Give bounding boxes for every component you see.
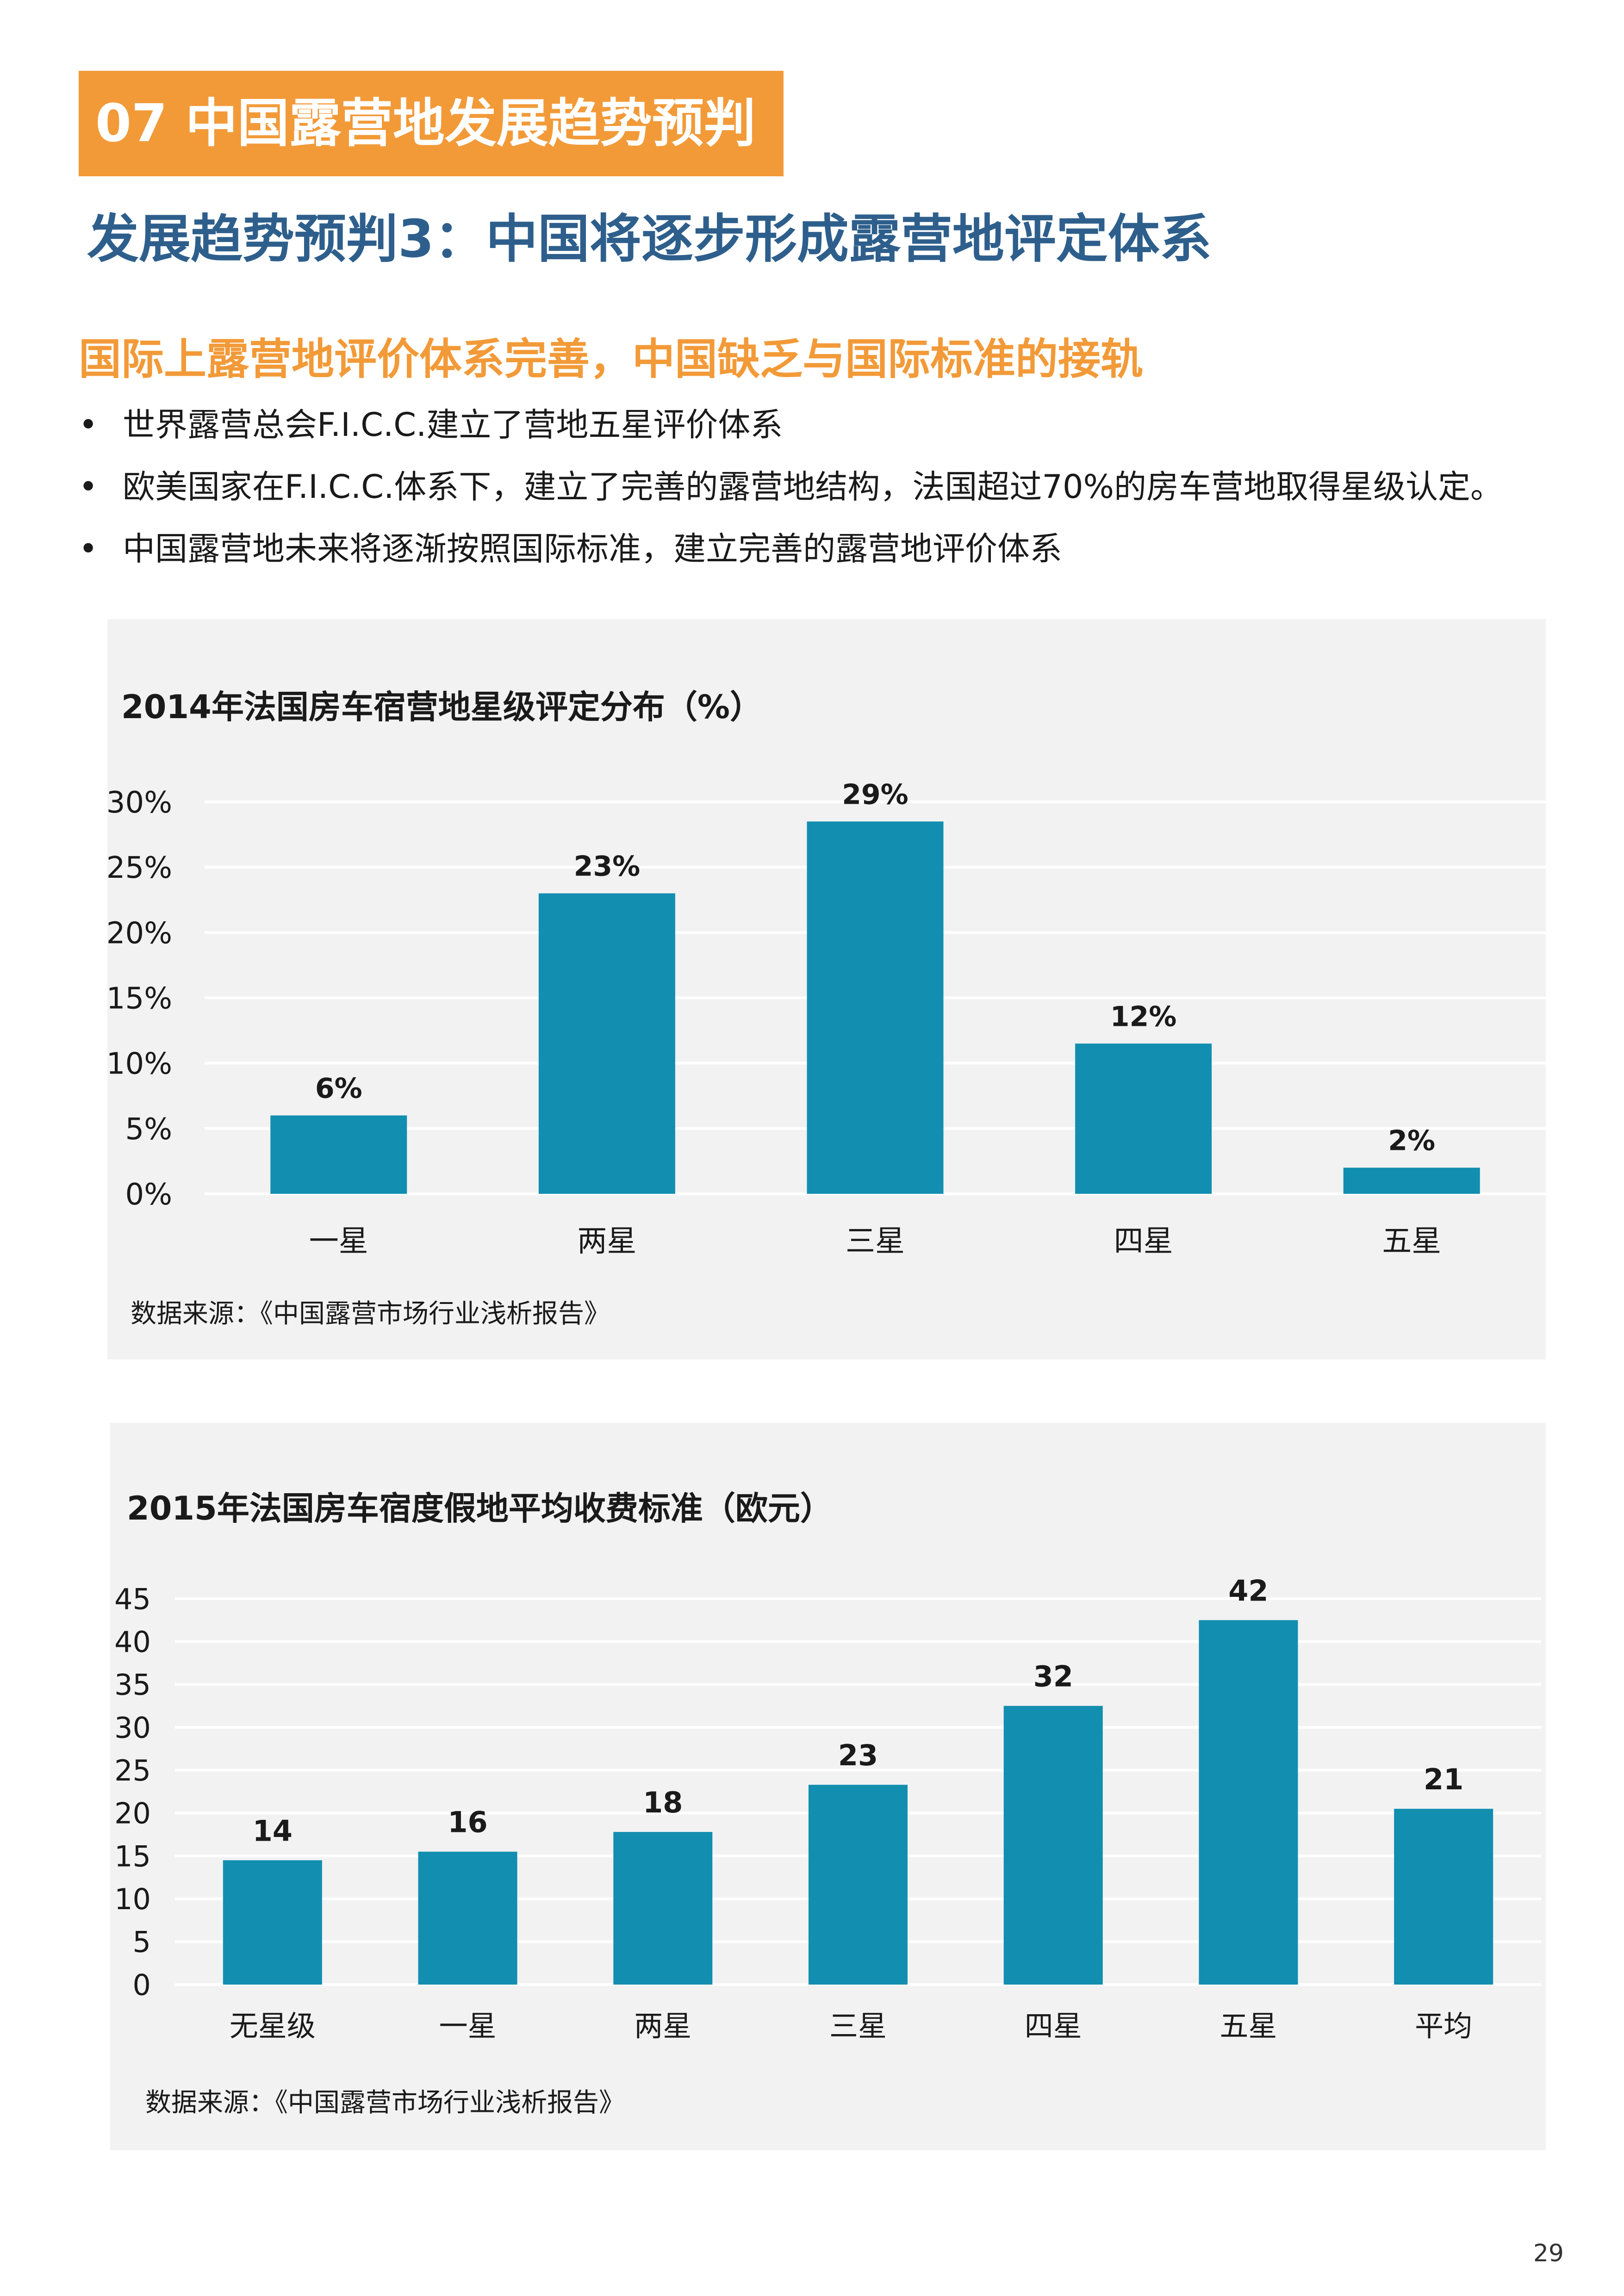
page-subtitle: 发展趋势预判3：中国将逐步形成露营地评定体系 [87, 209, 1212, 269]
chart-source: 数据来源：《中国露营市场行业浅析报告》 [145, 2088, 625, 2118]
bullet-list: • 世界露营总会F.I.C.C.建立了营地五星评价体系 • 欧美国家在F.I.C… [79, 399, 1503, 585]
y-tick-label: 15 [114, 1839, 151, 1873]
data-label: 23 [838, 1738, 878, 1772]
bar-四星 [1075, 1043, 1212, 1194]
bullet-item: • 中国露营地未来将逐渐按照国际标准，建立完善的露营地评价体系 [79, 523, 1503, 585]
data-label: 12% [1110, 1000, 1177, 1033]
page-number: 29 [1533, 2240, 1564, 2267]
bar-两星 [538, 893, 675, 1194]
x-tick-label: 三星 [846, 1224, 905, 1259]
bar-平均 [1394, 1809, 1493, 1985]
x-tick-label: 五星 [1220, 2009, 1277, 2043]
bar-无星级 [223, 1860, 322, 1985]
bullet-marker: • [79, 468, 98, 506]
y-tick-label: 25 [114, 1754, 151, 1787]
y-tick-label: 45 [114, 1582, 151, 1616]
data-label: 14 [253, 1814, 292, 1848]
data-label: 6% [315, 1073, 362, 1105]
y-tick-label: 5 [133, 1925, 151, 1959]
bar-五星 [1199, 1620, 1298, 1985]
chart-panel-star-distribution: 2014年法国房车宿营地星级评定分布（%） 0% 5% 10% 15% 20% 25% 30… [106, 619, 1546, 1359]
bullet-text: 欧美国家在F.I.C.C.体系下，建立了完善的露营地结构，法国超过70%的房车营… [123, 468, 1503, 506]
x-tick-label: 平均 [1415, 2009, 1472, 2043]
y-tick-label: 30% [106, 786, 172, 820]
y-tick-label: 20 [114, 1797, 151, 1831]
y-tick-label: 10 [114, 1882, 151, 1916]
y-tick-label: 30 [114, 1711, 151, 1744]
bullet-item: • 世界露营总会F.I.C.C.建立了营地五星评价体系 [79, 399, 1503, 461]
chart-source: 数据来源：《中国露营市场行业浅析报告》 [131, 1299, 610, 1329]
y-tick-label: 35 [114, 1668, 151, 1702]
bar-一星 [270, 1115, 407, 1194]
x-tick-label: 三星 [829, 2009, 887, 2043]
bar-三星 [809, 1785, 908, 1985]
chart-title: 2014年法国房车宿营地星级评定分布（%） [121, 688, 762, 726]
data-label: 21 [1424, 1762, 1463, 1796]
x-tick-label: 无星级 [230, 2009, 316, 2043]
x-tick-label: 五星 [1382, 1224, 1441, 1259]
data-label: 16 [448, 1806, 487, 1839]
y-tick-label: 0 [133, 1968, 151, 2002]
bullet-item: • 欧美国家在F.I.C.C.体系下，建立了完善的露营地结构，法国超过70%的房… [79, 461, 1503, 523]
y-tick-label: 10% [106, 1047, 172, 1081]
bullet-text: 中国露营地未来将逐渐按照国际标准，建立完善的露营地评价体系 [123, 530, 1062, 568]
bar-五星 [1343, 1167, 1480, 1194]
bar-一星 [418, 1851, 517, 1985]
chart-title: 2015年法国房车宿度假地平均收费标准（欧元） [127, 1489, 833, 1527]
x-tick-label: 两星 [577, 1224, 636, 1259]
data-label: 18 [643, 1786, 683, 1819]
section-tag: 07 中国露营地发展趋势预判 [79, 71, 784, 176]
data-label: 2% [1388, 1125, 1435, 1157]
bar-两星 [613, 1832, 713, 1985]
x-tick-label: 四星 [1114, 1224, 1173, 1259]
x-tick-label: 两星 [634, 2009, 691, 2043]
y-tick-label: 25% [106, 851, 172, 885]
y-tick-label: 40 [114, 1625, 151, 1659]
y-tick-label: 20% [106, 916, 172, 950]
bar-chart-star-distribution: 0% 5% 10% 15% 20% 25% 30% 6% 一星 23% 两星 29% 三星 12% 四星 2%… [106, 778, 1546, 1259]
x-tick-label: 四星 [1025, 2009, 1082, 2043]
bar-三星 [807, 821, 944, 1194]
y-tick-label: 0% [125, 1178, 172, 1212]
y-tick-label: 15% [106, 982, 172, 1016]
section-heading: 国际上露营地评价体系完善，中国缺乏与国际标准的接轨 [79, 335, 1144, 384]
data-label: 32 [1033, 1660, 1073, 1694]
bullet-text: 世界露营总会F.I.C.C.建立了营地五星评价体系 [123, 406, 783, 444]
bullet-marker: • [79, 530, 98, 568]
bar-chart-average-fee: 0 5 10 15 20 25 30 35 40 45 14 无星级 16 一星 18 两星 23 三星 32 四星 4… [114, 1574, 1541, 2043]
chart-panel-average-fee: 2015年法国房车宿度假地平均收费标准（欧元） 0 5 10 15 20 25 30 35 40… [110, 1423, 1546, 2150]
data-label: 29% [842, 778, 908, 811]
data-label: 42 [1228, 1574, 1268, 1607]
bullet-marker: • [79, 406, 98, 444]
bar-四星 [1003, 1706, 1103, 1985]
x-tick-label: 一星 [439, 2009, 497, 2043]
x-tick-label: 一星 [309, 1224, 368, 1259]
y-tick-label: 5% [125, 1112, 172, 1147]
data-label: 23% [574, 850, 641, 883]
